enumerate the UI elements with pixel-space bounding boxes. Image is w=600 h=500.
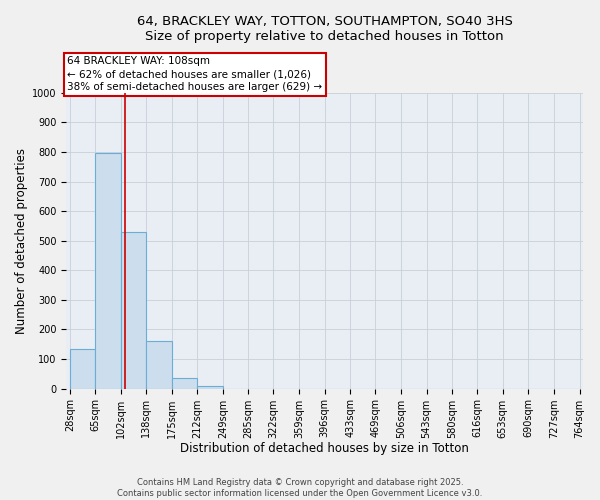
Bar — [197, 386, 223, 388]
Bar — [70, 348, 95, 389]
Text: Contains HM Land Registry data © Crown copyright and database right 2025.
Contai: Contains HM Land Registry data © Crown c… — [118, 478, 482, 498]
Bar — [146, 342, 172, 388]
Bar — [95, 154, 121, 388]
Text: 64 BRACKLEY WAY: 108sqm
← 62% of detached houses are smaller (1,026)
38% of semi: 64 BRACKLEY WAY: 108sqm ← 62% of detache… — [67, 56, 323, 92]
Bar — [172, 378, 197, 388]
X-axis label: Distribution of detached houses by size in Totton: Distribution of detached houses by size … — [181, 442, 469, 455]
Y-axis label: Number of detached properties: Number of detached properties — [15, 148, 28, 334]
Title: 64, BRACKLEY WAY, TOTTON, SOUTHAMPTON, SO40 3HS
Size of property relative to det: 64, BRACKLEY WAY, TOTTON, SOUTHAMPTON, S… — [137, 15, 512, 43]
Bar — [121, 232, 146, 388]
